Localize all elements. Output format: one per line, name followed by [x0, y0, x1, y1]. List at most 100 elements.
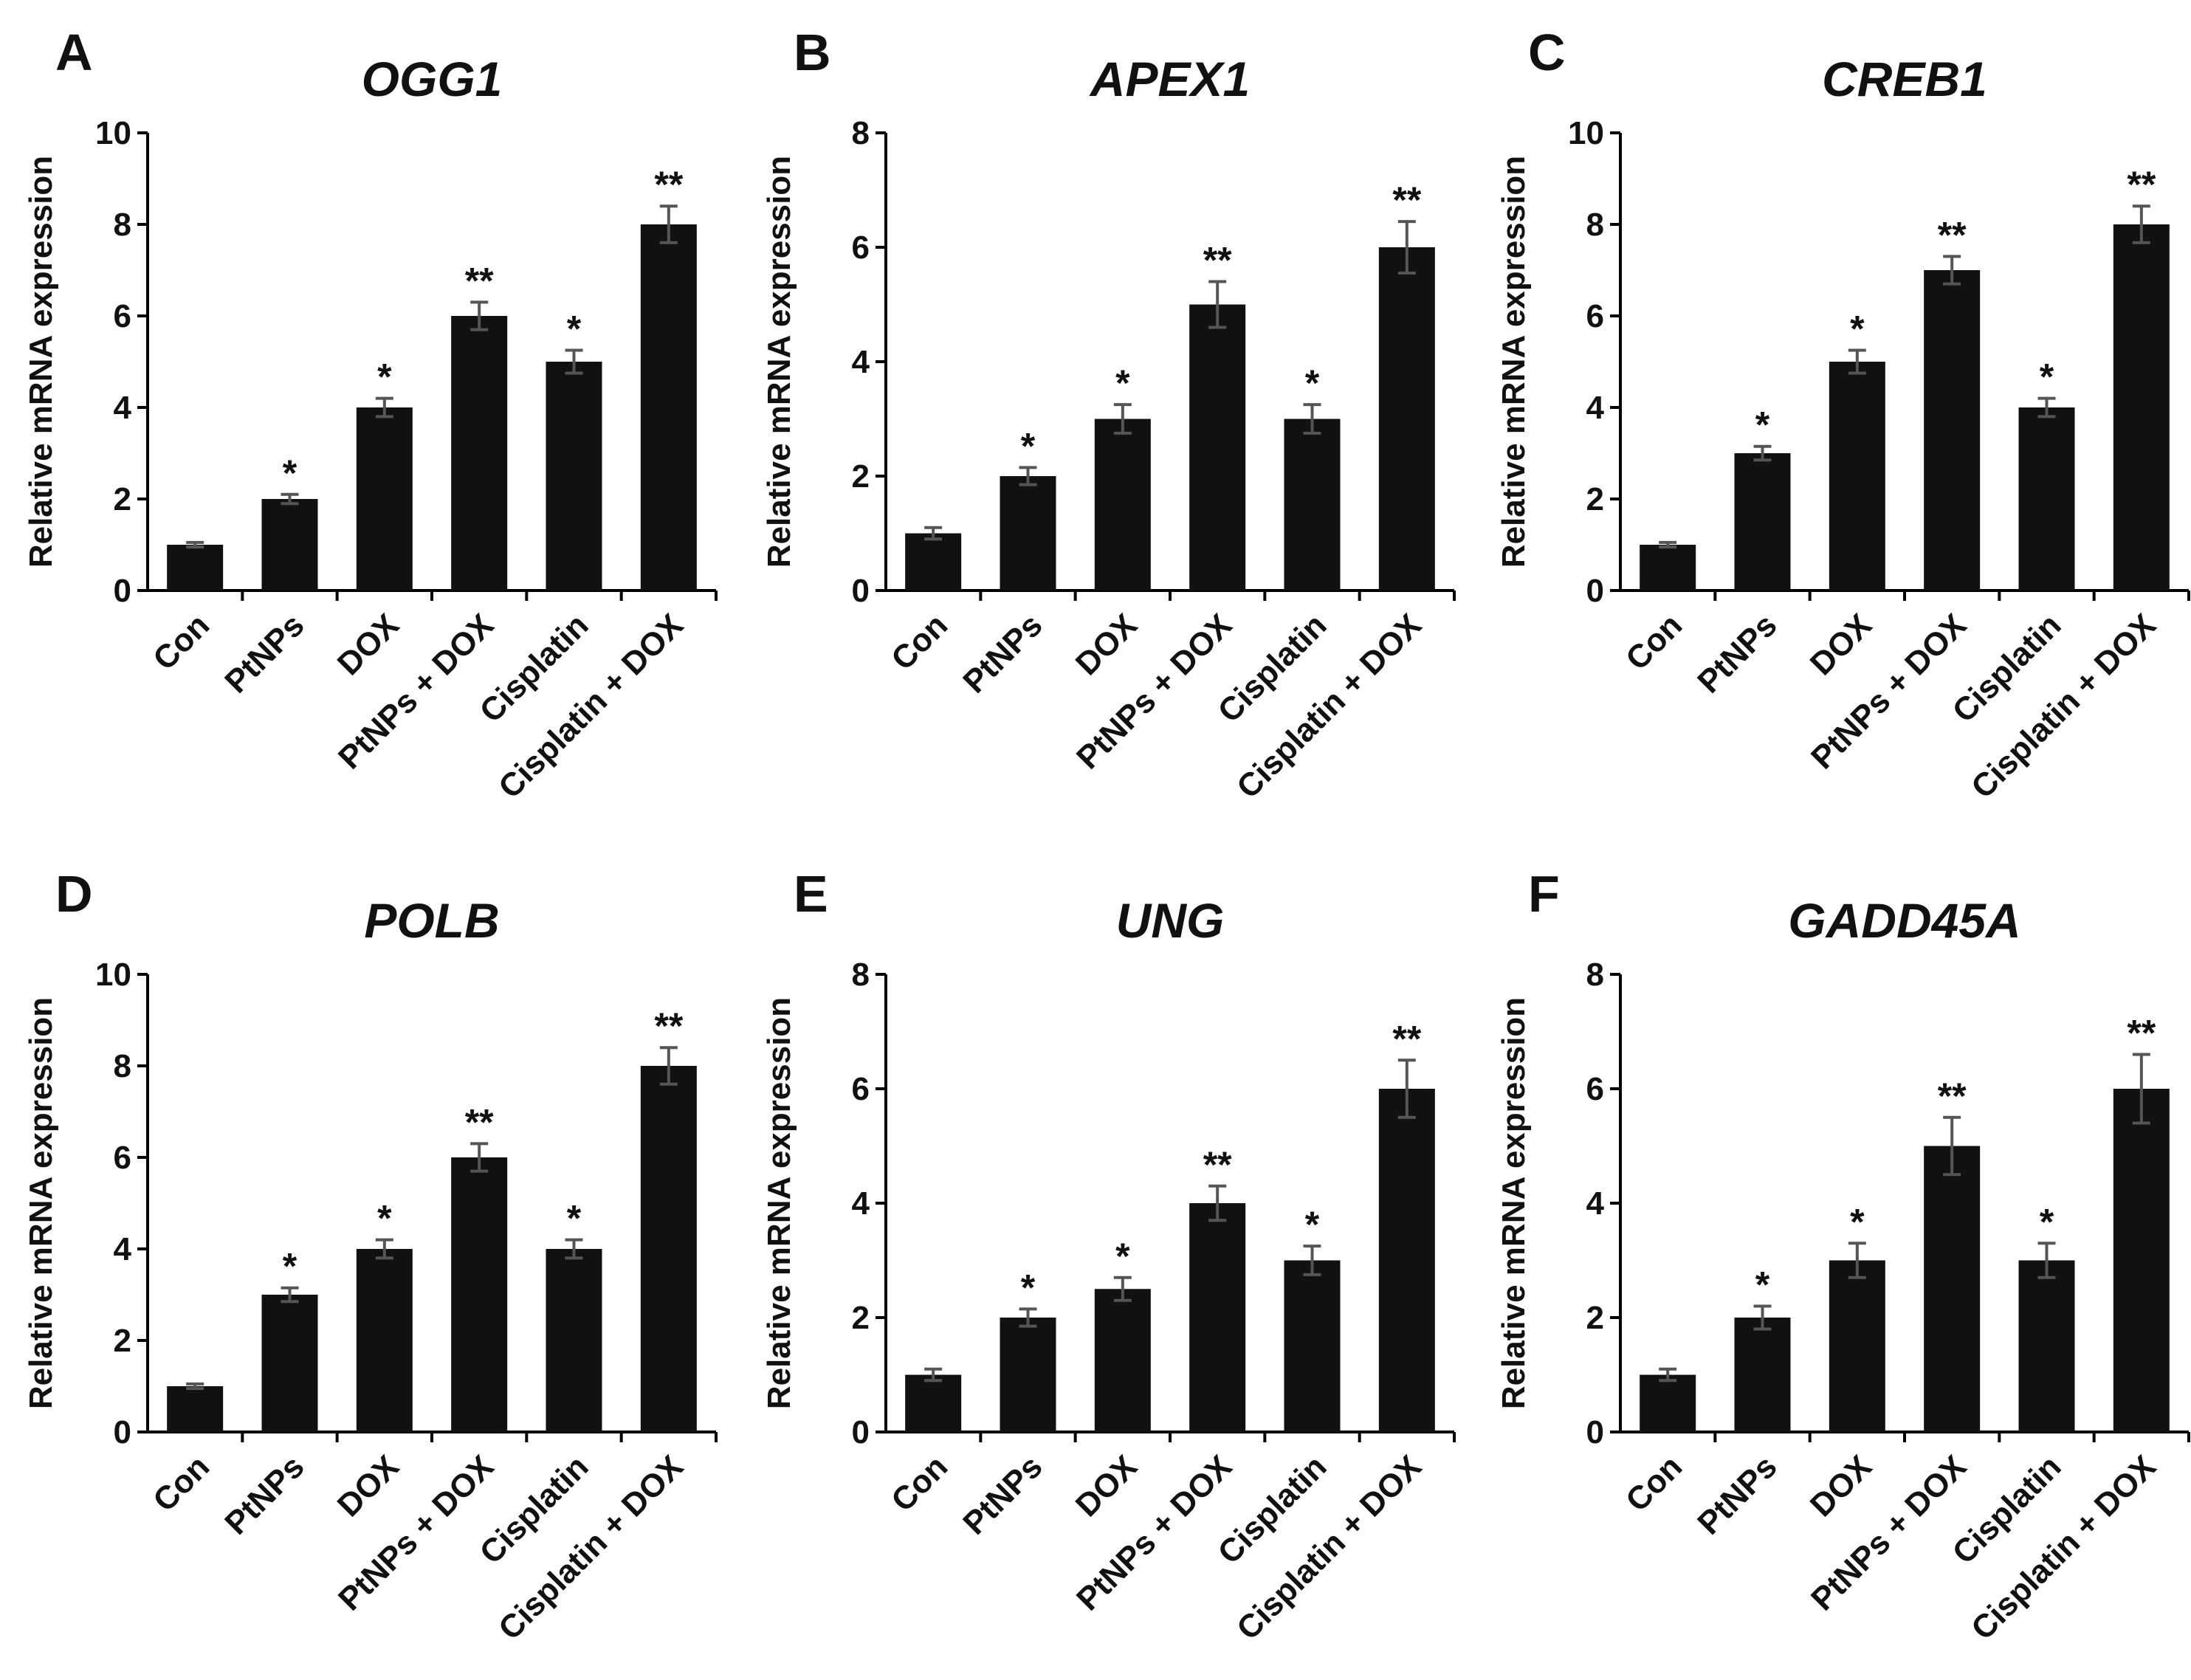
y-tick-label: 0 — [852, 1414, 870, 1450]
bar-cisplatin-dox — [1378, 247, 1435, 591]
y-tick-label: 8 — [114, 1048, 131, 1084]
panel-letter: C — [1528, 24, 1566, 81]
significance-marker: * — [1115, 362, 1130, 404]
y-tick-label: 0 — [852, 573, 870, 609]
bar-ptnps — [1734, 1318, 1791, 1432]
bar-cisplatin-dox — [640, 224, 697, 591]
y-tick-label: 2 — [852, 458, 870, 495]
category-label: PtNPs — [1690, 607, 1784, 700]
panel-title: OGG1 — [362, 52, 503, 106]
bar-ptnps-dox — [451, 316, 508, 591]
significance-marker: * — [1305, 1204, 1320, 1245]
bar-cisplatin — [2018, 1260, 2075, 1432]
y-tick-label: 4 — [1586, 390, 1605, 426]
panel-d: D POLB Relative mRNA expression 0 2 4 6 8 10 Con *… — [23, 865, 718, 1647]
bar-cisplatin — [546, 1249, 602, 1432]
category-label: DOX — [331, 1448, 406, 1524]
significance-marker: * — [1850, 309, 1865, 350]
bar-cisplatin — [2018, 407, 2075, 591]
bar-ptnps-dox — [1189, 1203, 1246, 1432]
category-label: PtNPs — [218, 607, 311, 700]
significance-marker: * — [1305, 362, 1320, 404]
significance-marker: ** — [2127, 164, 2156, 205]
y-tick-label: 8 — [1586, 207, 1604, 243]
significance-marker: ** — [654, 164, 683, 205]
y-tick-label: 4 — [114, 1231, 132, 1267]
panel-f: F GADD45A Relative mRNA expression 0 2 4 6 8 Con… — [1496, 865, 2190, 1647]
y-tick-label: 2 — [852, 1300, 870, 1336]
bar-dox — [1094, 419, 1151, 591]
bar-cisplatin-dox — [2113, 1089, 2170, 1432]
significance-marker: ** — [1203, 240, 1232, 281]
significance-marker: ** — [1938, 214, 1967, 255]
category-label: DOX — [1069, 1448, 1144, 1524]
y-axis-label: Relative mRNA expression — [1496, 156, 1532, 568]
y-tick-label: 0 — [114, 573, 131, 609]
bar-con — [167, 545, 224, 591]
y-tick-label: 8 — [852, 957, 870, 993]
panel-c: C CREB1 Relative mRNA expression 0 2 4 6 8 10 Con… — [1496, 24, 2190, 805]
bar-ptnps-dox — [1924, 1146, 1981, 1432]
category-label: Con — [1619, 607, 1689, 677]
category-label: DOX — [1069, 607, 1144, 682]
bar-dox — [1829, 362, 1885, 591]
y-tick-label: 2 — [114, 481, 131, 517]
panel-a: A OGG1 Relative mRNA expression 0 2 4 6 8 10 Con *… — [23, 24, 718, 805]
bar-ptnps-dox — [1924, 270, 1981, 591]
bar-dox — [356, 407, 413, 591]
bar-cisplatin — [1284, 419, 1341, 591]
bar-con — [905, 533, 962, 591]
panel-title: CREB1 — [1822, 52, 1987, 106]
y-tick-label: 8 — [852, 115, 870, 151]
panel-letter: D — [55, 865, 93, 923]
bar-dox — [356, 1249, 413, 1432]
significance-marker: ** — [465, 260, 494, 301]
y-tick-label: 10 — [1568, 115, 1604, 151]
category-label: PtNPs — [956, 607, 1049, 700]
bar-cisplatin-dox — [640, 1066, 697, 1432]
category-label: Con — [1619, 1448, 1689, 1518]
y-axis-label: Relative mRNA expression — [23, 156, 59, 568]
significance-marker: * — [1021, 425, 1036, 467]
panel-title: UNG — [1116, 893, 1225, 948]
y-tick-label: 8 — [114, 207, 131, 243]
bar-con — [1640, 545, 1696, 591]
bar-ptnps-dox — [1189, 304, 1246, 591]
significance-marker: * — [1850, 1201, 1865, 1242]
bar-cisplatin — [1284, 1260, 1341, 1432]
bar-ptnps-dox — [451, 1157, 508, 1432]
bar-con — [1640, 1374, 1696, 1432]
category-label: Con — [146, 607, 216, 677]
y-axis-label: Relative mRNA expression — [761, 156, 797, 568]
bar-cisplatin — [546, 362, 602, 591]
y-tick-label: 2 — [1586, 481, 1604, 517]
significance-marker: ** — [1203, 1144, 1232, 1185]
y-tick-label: 4 — [852, 344, 870, 380]
significance-marker: * — [1755, 404, 1770, 446]
category-label: Con — [884, 1448, 955, 1518]
panel-letter: A — [55, 24, 93, 81]
significance-marker: * — [377, 1198, 392, 1239]
y-tick-label: 0 — [114, 1414, 131, 1450]
significance-marker: * — [1115, 1236, 1130, 1277]
significance-marker: * — [1021, 1267, 1036, 1308]
y-tick-label: 8 — [1586, 957, 1604, 993]
significance-marker: ** — [1938, 1075, 1967, 1117]
y-tick-label: 6 — [852, 230, 870, 266]
panel-title: GADD45A — [1788, 893, 2020, 948]
bar-ptnps — [261, 1295, 318, 1432]
y-tick-label: 10 — [95, 115, 131, 151]
category-label: DOX — [1803, 607, 1879, 682]
y-axis-label: Relative mRNA expression — [23, 997, 59, 1409]
y-tick-label: 0 — [1586, 1414, 1604, 1450]
significance-marker: ** — [465, 1101, 494, 1143]
y-axis-label: Relative mRNA expression — [1496, 997, 1532, 1409]
bar-con — [905, 1374, 962, 1432]
y-tick-label: 6 — [114, 298, 131, 334]
panel-title: APEX1 — [1089, 52, 1250, 106]
category-label: DOX — [1803, 1448, 1879, 1524]
category-label: PtNPs — [218, 1448, 311, 1541]
y-tick-label: 0 — [1586, 573, 1604, 609]
bar-dox — [1094, 1289, 1151, 1432]
